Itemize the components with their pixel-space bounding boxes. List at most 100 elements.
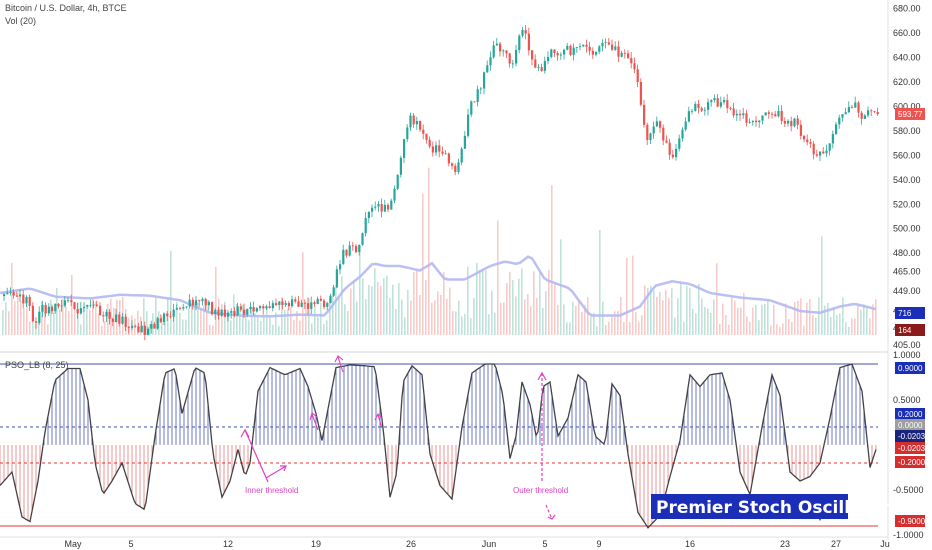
volume-bar	[659, 292, 661, 335]
volume-bar	[512, 280, 514, 335]
volume-bar	[386, 275, 388, 335]
candle-body	[419, 121, 422, 130]
volume-bar	[821, 236, 823, 335]
volume-bar	[446, 298, 448, 335]
candle-body	[281, 301, 284, 305]
candle-body	[342, 249, 345, 265]
candle-body	[233, 311, 236, 316]
time-tick-label: 12	[223, 539, 233, 549]
candle-body	[681, 129, 684, 139]
candle-body	[265, 306, 268, 309]
candle-body	[377, 204, 380, 207]
candle-body	[787, 120, 790, 124]
candle-body	[732, 108, 735, 116]
candle-body	[617, 46, 620, 57]
volume-bar	[251, 306, 253, 335]
candle-body	[444, 153, 447, 155]
candle-body	[643, 104, 646, 125]
candle-body	[438, 145, 441, 152]
volume-bar	[197, 302, 199, 335]
volume-bar	[869, 318, 871, 335]
volume-tag-text: 164	[898, 326, 912, 335]
candle-body	[259, 306, 262, 309]
price-tick-label: 660.00	[893, 28, 921, 38]
candle-body	[521, 29, 524, 36]
candle-body	[358, 244, 361, 253]
candle-body	[307, 303, 310, 309]
osc-tick-label: 1.0000	[893, 350, 921, 360]
candle-body	[857, 102, 860, 113]
candle-body	[623, 52, 626, 54]
volume-bar	[407, 289, 409, 335]
candle-body	[639, 82, 642, 105]
candle-body	[44, 304, 47, 314]
candle-body	[316, 298, 319, 304]
volume-bar	[5, 302, 7, 335]
volume-bar	[449, 287, 451, 335]
candle-body	[185, 306, 188, 308]
level-tag-text: 0.9000	[898, 364, 923, 373]
candle-body	[761, 115, 764, 121]
volume-bar	[65, 306, 67, 335]
candle-body	[60, 305, 63, 307]
candle-body	[454, 165, 457, 172]
volume-bar	[536, 298, 538, 335]
candle-body	[607, 42, 610, 45]
candle-body	[86, 305, 89, 307]
candle-body	[393, 188, 396, 201]
candle-body	[812, 143, 815, 155]
last-price-tag	[895, 107, 925, 120]
candle-body	[451, 163, 454, 166]
price-tick-label: 580.00	[893, 126, 921, 136]
volume-bar	[62, 298, 64, 335]
arrowhead-icon	[547, 514, 556, 520]
level-tag	[895, 362, 925, 374]
volume-bar	[737, 307, 739, 335]
candle-body	[575, 47, 578, 48]
volume-bar	[554, 283, 556, 335]
candle-body	[582, 44, 585, 47]
candle-body	[239, 306, 242, 310]
volume-bar	[602, 301, 604, 335]
candle-body	[531, 50, 534, 60]
candle-body	[703, 109, 706, 111]
candle-body	[633, 63, 636, 70]
candle-body	[207, 301, 210, 306]
volume-bar	[200, 308, 202, 335]
volume-bar	[662, 300, 664, 335]
candle-body	[134, 325, 137, 327]
candle-body	[140, 325, 143, 333]
price-tick-label: 600.00	[893, 101, 921, 111]
volume-bar	[830, 317, 832, 335]
volume-bar	[20, 301, 22, 335]
volume-bar	[713, 299, 715, 335]
volume-bar	[770, 325, 772, 335]
annotation-arrow	[244, 429, 269, 483]
candle-body	[755, 120, 758, 123]
volume-bar	[380, 286, 382, 335]
candle-body	[649, 133, 652, 140]
volume-bar	[542, 307, 544, 335]
candle-body	[822, 151, 825, 154]
candle-body	[415, 121, 418, 125]
candle-body	[553, 49, 556, 54]
candle-body	[601, 43, 604, 47]
volume-bar	[257, 315, 259, 335]
candle-body	[684, 121, 687, 130]
candle-body	[412, 115, 415, 125]
volume-bar	[185, 319, 187, 335]
volume-bar	[302, 252, 304, 335]
volume-bar	[746, 316, 748, 335]
volume-bar	[854, 318, 856, 335]
volume-bar	[215, 266, 217, 335]
candle-body	[652, 126, 655, 134]
candle-body	[569, 45, 572, 55]
outer-threshold-label: Outer threshold	[513, 486, 568, 495]
candle-body	[380, 204, 383, 212]
candle-body	[707, 102, 710, 110]
candle-body	[294, 299, 297, 302]
volume-bar	[827, 302, 829, 335]
volume-bar	[635, 312, 637, 335]
volume-bar	[434, 300, 436, 335]
volume-bar	[362, 278, 364, 335]
